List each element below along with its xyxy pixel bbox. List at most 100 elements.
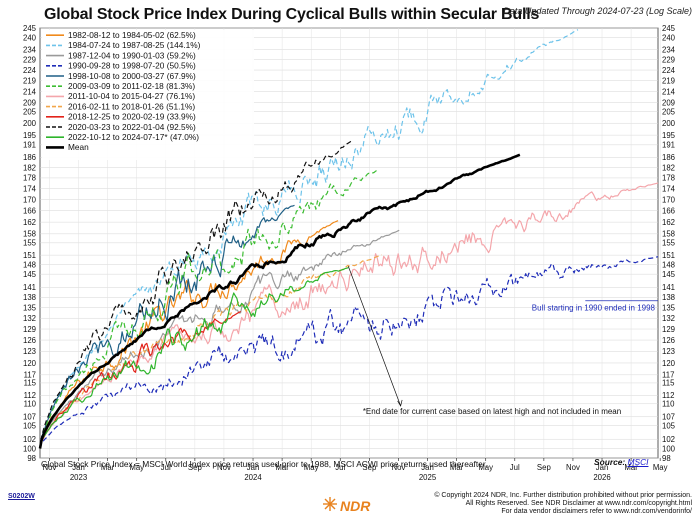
source-link[interactable]: MSCI	[627, 457, 649, 467]
x-tick-label: Nov	[566, 463, 580, 472]
y-tick-label-left: 105	[23, 421, 37, 430]
legend-label-9: 2020-03-23 to 2022-01-04 (92.5%)	[68, 122, 196, 132]
y-tick-label-left: 191	[23, 141, 36, 150]
y-tick-label-left: 182	[23, 163, 36, 172]
y-tick-label-left: 174	[23, 184, 37, 193]
x-tick-label: Jul	[335, 463, 345, 472]
x-tick-label: Sep	[188, 463, 203, 472]
legend-label-0: 1982-08-12 to 1984-05-02 (62.5%)	[68, 30, 196, 40]
series-line-6	[39, 182, 659, 449]
y-tick-label-right: 170	[662, 195, 676, 204]
x-tick-year: 2023	[70, 473, 87, 482]
y-tick-label-left: 112	[24, 391, 36, 400]
source-label: Source:	[594, 457, 626, 467]
legend-label-7: 2016-02-11 to 2018-01-26 (51.1%)	[68, 101, 195, 111]
x-tick-label: May	[304, 463, 319, 472]
y-tick-label-right: 209	[662, 98, 675, 107]
legend-label-4: 1998-10-08 to 2000-03-27 (67.9%)	[68, 71, 196, 81]
y-tick-label-right: 120	[662, 359, 676, 368]
y-tick-label-left: 209	[23, 98, 36, 107]
legend-label-10: 2022-10-12 to 2024-07-17* (47.0%)	[68, 132, 199, 142]
x-tick-label: Nov	[392, 463, 406, 472]
x-tick-label: Mar	[624, 463, 638, 472]
y-tick-label-right: 141	[662, 283, 675, 292]
annotation-end-text: *End date for current case based on late…	[363, 407, 621, 416]
y-tick-label-right: 182	[662, 163, 675, 172]
y-tick-label-left: 102	[23, 435, 36, 444]
y-tick-label-left: 115	[24, 379, 37, 388]
y-tick-label-right: 105	[662, 421, 676, 430]
y-tick-label-right: 110	[662, 400, 675, 409]
y-tick-label-right: 205	[662, 107, 676, 116]
x-tick-label: Mar	[101, 463, 115, 472]
y-tick-label-right: 245	[662, 24, 676, 33]
y-tick-label-right: 158	[662, 230, 675, 239]
series-group	[38, 29, 659, 449]
y-tick-label-right: 138	[662, 293, 675, 302]
y-tick-label-left: 135	[23, 303, 37, 312]
series-line-1	[39, 29, 579, 449]
legend: 1982-08-12 to 1984-05-02 (62.5%)1984-07-…	[42, 30, 254, 160]
source-note: Source: MSCI	[594, 457, 648, 467]
x-tick-year: 2025	[419, 473, 437, 482]
y-tick-label-left: 151	[23, 251, 36, 260]
y-tick-label-right: 162	[662, 218, 675, 227]
x-tick-label: Jul	[161, 463, 171, 472]
y-tick-label-right: 129	[662, 325, 675, 334]
chart-title: Global Stock Price Index During Cyclical…	[44, 6, 540, 23]
y-tick-label-right: 186	[662, 153, 675, 162]
legend-label-1: 1984-07-24 to 1987-08-25 (144.1%)	[68, 40, 201, 50]
y-tick-label-left: 170	[23, 195, 37, 204]
y-tick-label-left: 145	[23, 270, 37, 279]
y-tick-label-left: 240	[23, 33, 37, 42]
series-line-9	[39, 140, 352, 449]
x-tick-label: Nov	[217, 463, 231, 472]
copyright-line-3: For data vendor disclaimers refer to www…	[501, 508, 692, 516]
y-tick-label-left: 186	[23, 153, 36, 162]
y-tick-label-left: 138	[23, 293, 36, 302]
y-tick-label-right: 191	[662, 141, 675, 150]
x-tick-year: 2026	[593, 473, 610, 482]
copyright-block: © Copyright 2024 NDR, Inc. Further distr…	[434, 492, 692, 517]
y-tick-label-left: 148	[23, 260, 36, 269]
x-tick-label: May	[129, 463, 144, 472]
y-tick-label-left: 117	[24, 371, 36, 380]
series-line-2	[39, 229, 400, 449]
series-line-10	[39, 267, 349, 449]
y-tick-label-right: 224	[662, 66, 676, 75]
y-tick-label-left: 200	[23, 119, 37, 128]
y-tick-label-left: 155	[23, 239, 37, 248]
y-tick-label-left: 195	[23, 131, 37, 140]
y-tick-label-left: 126	[23, 336, 36, 345]
series-line-11	[38, 153, 521, 449]
chart-code[interactable]: S0202W	[8, 493, 35, 500]
y-tick-label-right: 145	[662, 270, 676, 279]
y-tick-label-left: 214	[23, 87, 37, 96]
series-line-3	[39, 256, 659, 449]
x-tick-label: Jan	[421, 463, 434, 472]
y-tick-label-left: 245	[23, 24, 37, 33]
x-tick-label: Sep	[537, 463, 552, 472]
y-tick-label-right: 148	[662, 260, 675, 269]
y-tick-label-right: 112	[662, 391, 674, 400]
data-updated-note: Data Updated Through 2024-07-23 (Log Sca…	[503, 6, 692, 16]
x-tick-label: Jan	[72, 463, 85, 472]
x-tick-label: May	[653, 463, 668, 472]
y-tick-label-right: 229	[662, 55, 675, 64]
annotation-1990-text: Bull starting in 1990 ended in 1998	[532, 303, 656, 312]
legend-label-5: 2009-03-09 to 2011-02-18 (81.3%)	[68, 81, 195, 91]
annotation-end-arrow	[347, 266, 401, 407]
y-tick-label-right: 126	[662, 336, 675, 345]
x-tick-label: May	[478, 463, 493, 472]
y-tick-label-left: 178	[23, 174, 36, 183]
y-tick-label-right: 135	[662, 303, 676, 312]
annotation-end-arrowhead	[397, 399, 403, 407]
y-tick-label-right: 151	[662, 251, 675, 260]
copyright-line-1: © Copyright 2024 NDR, Inc. Further distr…	[434, 492, 692, 499]
y-tick-label-left: 162	[23, 218, 36, 227]
y-tick-label-left: 219	[23, 76, 36, 85]
series-line-5	[39, 168, 380, 449]
y-tick-label-left: 100	[23, 444, 37, 453]
y-tick-label-right: 166	[662, 206, 675, 215]
